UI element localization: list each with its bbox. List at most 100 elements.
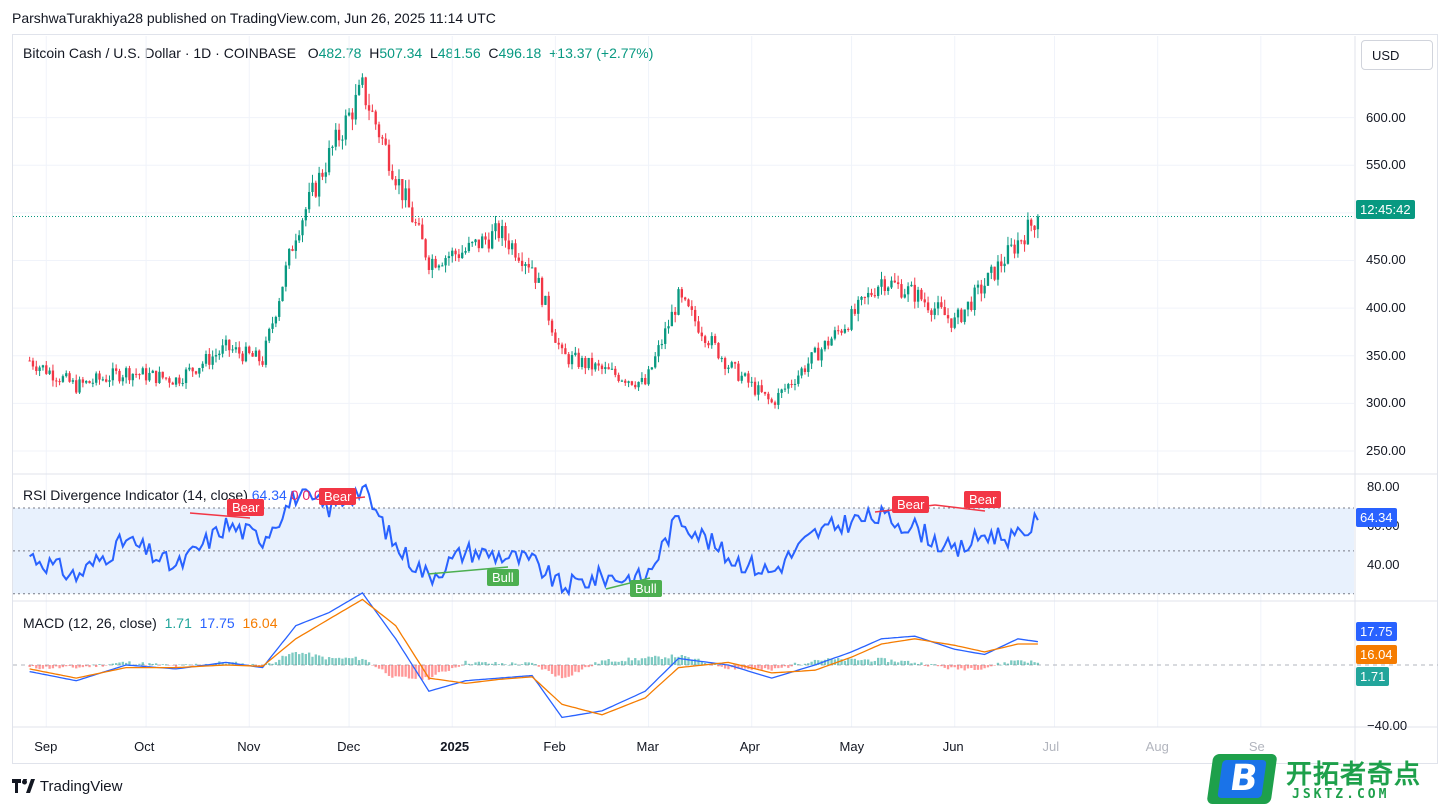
symbol-title[interactable]: Bitcoin Cash / U.S. Dollar · 1D · COINBA… <box>23 45 297 61</box>
candle-body <box>530 267 534 269</box>
macd-histogram-bar <box>304 654 307 665</box>
chart-frame <box>12 34 1438 764</box>
rsi-legend: RSI Divergence Indicator (14, close) 64.… <box>23 487 334 503</box>
macd-histogram-bar <box>830 659 833 665</box>
candle-body <box>238 347 241 354</box>
macd-histogram-bar <box>221 662 224 665</box>
candle-body <box>970 301 973 310</box>
candle-body <box>337 129 341 141</box>
candle-body <box>477 239 481 249</box>
rsi-name[interactable]: RSI Divergence Indicator (14, close) <box>23 487 248 503</box>
candle-body <box>557 342 560 345</box>
candle-body <box>617 374 620 382</box>
macd-histogram-bar <box>753 665 757 669</box>
macd-histogram-bar <box>134 664 138 666</box>
macd-histogram-bar <box>953 665 956 668</box>
candle-body <box>484 236 487 240</box>
candle-body <box>105 379 108 382</box>
candle-body <box>35 366 38 371</box>
candle-body <box>916 289 920 302</box>
candle-body <box>377 124 381 138</box>
macd-histogram-bar <box>537 665 540 667</box>
macd-histogram-bar <box>121 661 124 665</box>
macd-histogram-bar <box>956 665 960 670</box>
candle-body <box>494 223 497 232</box>
candle-body <box>241 353 244 362</box>
candle-body <box>311 182 314 192</box>
macd-histogram-bar <box>720 665 723 667</box>
candle-body <box>88 380 91 384</box>
candle-body <box>527 263 530 268</box>
bear-divergence-line <box>934 504 986 512</box>
candle-body <box>644 377 647 385</box>
candle-body <box>191 367 194 372</box>
candle-body <box>431 258 434 270</box>
time-tick-label: Feb <box>543 739 566 754</box>
candle-body <box>777 392 780 405</box>
macd-histogram-bar <box>797 664 800 665</box>
price-tick-label: 400.00 <box>1366 300 1406 316</box>
macd-histogram-bar <box>717 665 720 667</box>
macd-histogram-bar <box>757 665 760 669</box>
candle-body <box>198 368 201 374</box>
candle-body <box>627 381 630 383</box>
macd-histogram-bar <box>530 662 534 665</box>
candle-body <box>697 321 700 333</box>
macd-name[interactable]: MACD (12, 26, close) <box>23 615 157 631</box>
candle-body <box>1006 245 1010 264</box>
candle-body <box>820 349 823 361</box>
candle-body <box>224 339 228 346</box>
candle-body <box>244 346 248 362</box>
candle-body <box>347 112 351 116</box>
high-value: 507.34 <box>379 45 423 61</box>
currency-button[interactable]: USD <box>1361 40 1433 70</box>
macd-histogram-bar <box>1036 662 1040 665</box>
macd-histogram-bar <box>1006 663 1010 665</box>
candle-body <box>421 224 424 240</box>
macd-histogram-bar <box>298 654 301 665</box>
time-tick-label: Nov <box>237 739 261 754</box>
candle-body <box>381 137 384 139</box>
macd-histogram-bar <box>657 656 660 665</box>
tradingview-logo[interactable]: TradingView <box>12 778 122 795</box>
macd-histogram-bar <box>787 665 790 668</box>
macd-histogram-bar <box>577 665 580 673</box>
macd-histogram-bar <box>644 658 647 665</box>
candle-body <box>134 373 138 375</box>
macd-histogram-bar <box>401 665 404 677</box>
macd-histogram-bar <box>544 665 547 670</box>
candle-body <box>131 373 134 381</box>
candle-body <box>567 354 570 365</box>
macd-histogram-bar <box>893 661 896 665</box>
macd-histogram-bar <box>188 664 191 666</box>
macd-histogram-bar <box>880 657 883 665</box>
macd-histogram-bar <box>191 665 194 666</box>
candle-body <box>168 378 171 383</box>
macd-histogram-bar <box>584 665 587 668</box>
candle-body <box>181 383 184 385</box>
candle-body <box>454 250 457 255</box>
candle-body <box>793 383 797 385</box>
macd-signal-value: 16.04 <box>242 615 278 631</box>
candle-body <box>471 242 474 244</box>
candle-body <box>1000 261 1003 267</box>
candle-body <box>114 368 118 371</box>
candle-body <box>254 350 258 357</box>
macd-histogram-bar <box>367 662 371 665</box>
candle-body <box>467 242 471 252</box>
macd-histogram-bar <box>467 663 471 665</box>
macd-histogram-bar <box>727 665 730 670</box>
macd-histogram-bar <box>91 664 95 666</box>
macd-histogram-bar <box>407 665 411 679</box>
candle-body <box>184 369 188 384</box>
candle-body <box>1030 219 1033 226</box>
macd-histogram-bar <box>900 660 903 665</box>
candle-body <box>547 295 550 321</box>
bull-label: Bull <box>487 569 519 586</box>
candle-body <box>953 317 956 328</box>
candle-body <box>830 338 833 346</box>
candle-body <box>880 279 883 287</box>
macd-histogram-bar <box>810 661 813 665</box>
macd-histogram-bar <box>431 665 434 678</box>
